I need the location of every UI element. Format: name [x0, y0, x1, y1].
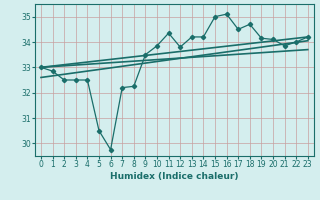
X-axis label: Humidex (Indice chaleur): Humidex (Indice chaleur) [110, 172, 239, 181]
